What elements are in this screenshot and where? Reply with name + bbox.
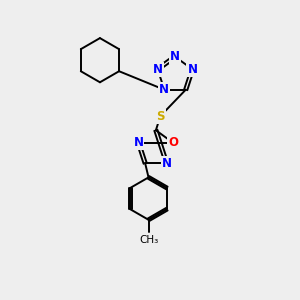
- Text: N: N: [170, 50, 180, 63]
- Text: N: N: [159, 83, 169, 96]
- Text: N: N: [162, 157, 172, 170]
- Text: N: N: [153, 63, 163, 76]
- Text: CH₃: CH₃: [139, 235, 158, 244]
- Text: O: O: [168, 136, 178, 149]
- Text: S: S: [156, 110, 165, 123]
- Text: N: N: [188, 63, 197, 76]
- Text: N: N: [134, 136, 143, 149]
